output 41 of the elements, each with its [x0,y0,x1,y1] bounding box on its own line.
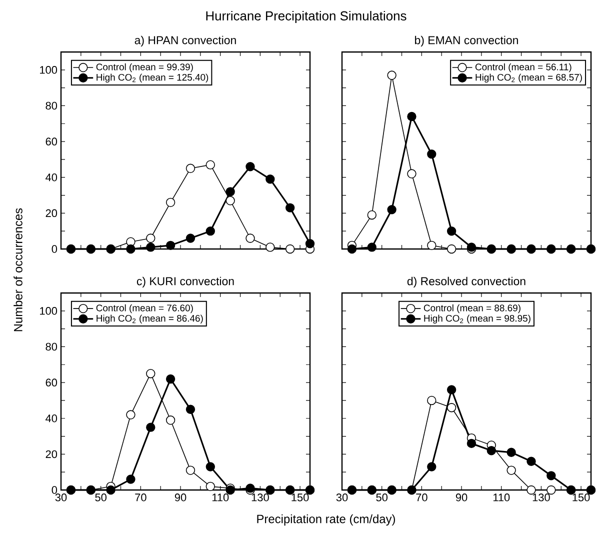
x-tick-label: 110 [493,494,510,502]
legend-label: Control (mean = 88.69) [424,304,520,314]
x-tick-label: 50 [376,494,388,502]
y-tick-label: 100 [40,307,58,315]
y-tick-label: 60 [46,138,58,146]
x-tick-label: 70 [135,494,146,502]
chart-title: c) KURI convection [136,276,234,288]
x-tick-label: 30 [55,494,67,502]
chart-title: a) HPAN convection [134,36,236,46]
x-tick-label: 130 [532,494,550,502]
legend-label: Control (mean = 76.60) [96,304,193,314]
y-tick-label: 20 [46,450,58,458]
x-tick-label: 110 [212,494,229,502]
legend-label: High CO$_{2}$ (mean = 86.46) [96,314,203,324]
text: Hurricane Precipitation Simulations [206,10,406,24]
x-tick-label: 90 [174,494,186,502]
legend-label: Control (mean = 56.11) [475,63,572,72]
chart-title: d) Resolved convection [407,276,526,288]
legend-label: High CO$_{2}$ (mean = 68.57) [476,74,582,83]
legend-label: High CO$_{2}$ (mean = 98.95) [424,314,530,324]
y-axis-title: Number of occurrences [14,208,22,332]
x-tick-label: 150 [292,494,309,502]
y-tick-label: 40 [46,414,58,422]
y-tick-label: 20 [46,209,58,218]
y-tick-label: 60 [46,378,58,386]
legend-label: High CO$_{2}$ (mean = 125.40) [96,74,208,83]
x-tick-label: 70 [416,494,428,502]
y-tick-label: 0 [52,486,58,494]
y-tick-label: 0 [52,245,58,253]
x-axis-title: Precipitation rate (cm/day) [257,514,395,526]
x-tick-label: 50 [95,494,106,502]
x-tick-label: 150 [572,494,590,502]
x-tick-label: 130 [252,494,269,502]
chart-title: b) EMAN convection [415,36,518,46]
y-tick-label: 40 [46,173,58,182]
x-tick-label: 90 [456,494,468,502]
y-tick-label: 80 [46,102,58,110]
x-tick-label: 30 [336,494,348,502]
legend-label: Control (mean = 99.39) [96,63,193,72]
y-tick-label: 100 [40,66,58,74]
y-tick-label: 80 [46,342,58,351]
